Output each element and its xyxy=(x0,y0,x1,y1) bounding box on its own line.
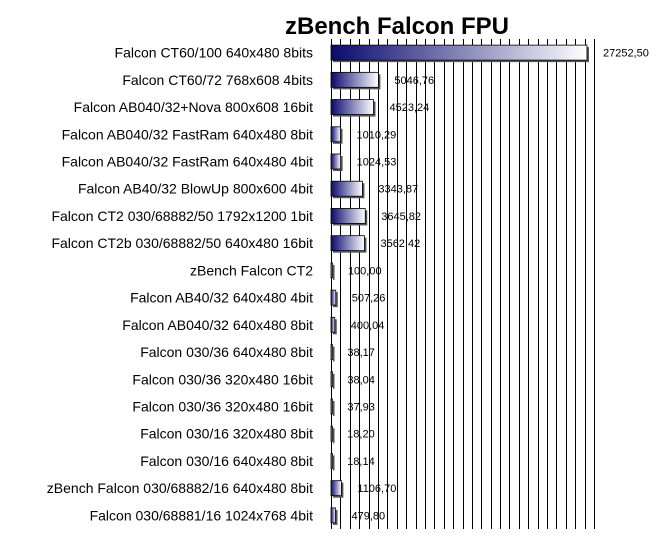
bar-shadow xyxy=(333,264,335,280)
data-label: 1106,70 xyxy=(357,483,396,495)
data-label: 3343,87 xyxy=(378,184,418,196)
data-label: 507,26 xyxy=(352,293,386,305)
category-label: Falcon AB040/32 FastRam 640x480 4bit xyxy=(62,154,313,170)
category-label: Falcon AB040/32+Nova 800x608 16bit xyxy=(74,99,313,115)
plot-area: Falcon CT60/100 640x480 8bits 27252,50 Fal… xyxy=(47,39,649,529)
category-label: Falcon 030/16 640x480 8bit xyxy=(140,453,313,469)
bar xyxy=(330,262,333,279)
category-label: Falcon AB40/32 BlowUp 800x600 4bit xyxy=(78,181,313,197)
category-label: Falcon CT60/72 768x608 4bits xyxy=(122,72,313,88)
data-label: 3562,42 xyxy=(380,238,420,250)
category-label: Falcon AB040/32 640x480 8bit xyxy=(122,317,313,333)
bar xyxy=(330,507,336,524)
data-label: 18,20 xyxy=(347,429,375,441)
bar xyxy=(330,316,336,333)
data-label: 38,04 xyxy=(347,374,375,386)
data-label: 38,17 xyxy=(347,347,375,359)
data-label: 400,04 xyxy=(351,320,385,332)
category-label: Falcon 030/36 640x480 8bit xyxy=(140,344,313,360)
bar xyxy=(330,126,341,143)
data-label: 5046,76 xyxy=(394,75,434,87)
category-label: Falcon 030/16 320x480 8bit xyxy=(140,426,313,442)
bar-shadow xyxy=(333,346,335,362)
data-label: 4523,24 xyxy=(389,102,429,114)
data-label: 18,14 xyxy=(347,456,375,468)
bar xyxy=(330,425,333,442)
bar xyxy=(330,71,379,88)
category-label: Falcon CT2 030/68882/50 1792x1200 1bit xyxy=(51,208,313,224)
bar xyxy=(330,344,333,360)
bar xyxy=(330,371,333,388)
chart-title: zBench Falcon FPU xyxy=(285,13,509,40)
data-label: 27252,50 xyxy=(603,48,649,60)
bar xyxy=(330,480,342,497)
bar xyxy=(330,180,363,197)
bar-shadow xyxy=(333,455,335,471)
bar xyxy=(330,453,333,469)
category-label: Falcon 030/36 320x480 16bit xyxy=(132,371,313,387)
category-label: Falcon 030/36 320x480 16bit xyxy=(132,399,313,415)
bar xyxy=(330,44,588,61)
bar-shadow xyxy=(333,428,335,444)
bar-shadow xyxy=(333,401,335,416)
data-label: 1024,53 xyxy=(357,157,397,169)
data-label: 479,80 xyxy=(352,510,386,522)
category-label: Falcon AB40/32 640x480 4bit xyxy=(130,290,313,306)
category-label: Falcon CT2b 030/68882/50 640x480 16bit xyxy=(51,235,313,251)
data-label: 100,00 xyxy=(348,265,382,277)
category-label: Falcon AB040/32 FastRam 640x480 8bit xyxy=(62,126,313,142)
category-label: zBench Falcon CT2 xyxy=(190,262,313,278)
category-label: Falcon 030/68881/16 1024x768 4bit xyxy=(90,507,314,523)
category-label: Falcon CT60/100 640x480 8bits xyxy=(115,45,313,61)
data-label: 1010,29 xyxy=(356,129,396,141)
bar xyxy=(330,208,366,224)
bar xyxy=(330,99,374,115)
bar xyxy=(330,235,365,252)
data-label: 37,93 xyxy=(347,402,375,414)
data-label: 3645,82 xyxy=(381,211,421,223)
bar xyxy=(330,398,333,415)
bar xyxy=(330,289,337,306)
bar-shadow xyxy=(333,373,335,389)
category-label: zBench Falcon 030/68882/16 640x480 8bit xyxy=(47,480,313,496)
bar xyxy=(330,153,342,170)
